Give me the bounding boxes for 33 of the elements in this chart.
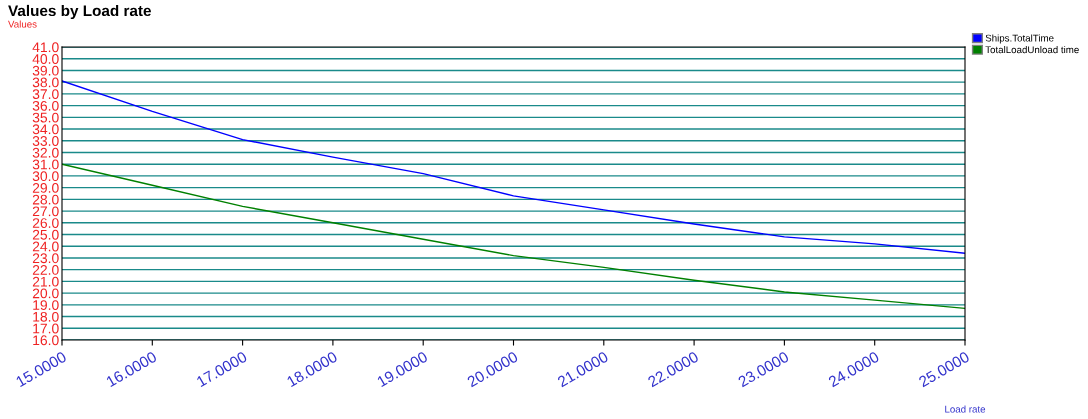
legend-label: Ships.TotalTime <box>985 34 1054 44</box>
y-tick-label: 22.0 <box>32 265 59 275</box>
y-tick-label: 26.0 <box>32 218 59 228</box>
y-tick-label: 27.0 <box>32 206 59 217</box>
y-tick-label: 16.0 <box>33 335 59 346</box>
y-tick-label: 20.0 <box>32 288 59 299</box>
y-tick-label: 40.0 <box>32 54 59 64</box>
y-tick-label: 41.0 <box>32 42 59 53</box>
y-tick-label: 24.0 <box>32 241 59 252</box>
y-tick-label: 29.0 <box>32 182 59 193</box>
y-tick-label: 38.0 <box>32 77 59 88</box>
x-axis-title: Load rate <box>945 405 986 413</box>
y-tick-label: 35.0 <box>32 112 59 123</box>
y-tick-label: 21.0 <box>32 276 59 287</box>
chart-title: Values by Load rate <box>8 4 151 20</box>
y-tick-label: 31.0 <box>32 159 59 170</box>
y-tick-label: 25.0 <box>32 229 59 240</box>
y-tick-label: 32.0 <box>32 147 59 158</box>
y-tick-label: 34.0 <box>32 124 59 135</box>
line-series <box>62 80 965 254</box>
y-tick-label: 39.0 <box>32 65 59 76</box>
y-tick-label: 36.0 <box>32 100 59 111</box>
y-tick-label: 17.0 <box>33 323 59 334</box>
y-tick-label: 18.0 <box>33 311 59 322</box>
legend-label: TotalLoadUnload time <box>985 46 1079 54</box>
y-tick-label: 33.0 <box>32 136 59 146</box>
y-tick-label: 19.0 <box>33 300 59 311</box>
y-tick-label: 28.0 <box>32 194 59 205</box>
y-tick-label: 37.0 <box>32 89 59 100</box>
y-tick-label: 30.0 <box>32 171 59 182</box>
y-tick-label: 23.0 <box>32 253 59 264</box>
y-axis-title: Values <box>8 20 37 28</box>
line-series <box>62 163 965 310</box>
